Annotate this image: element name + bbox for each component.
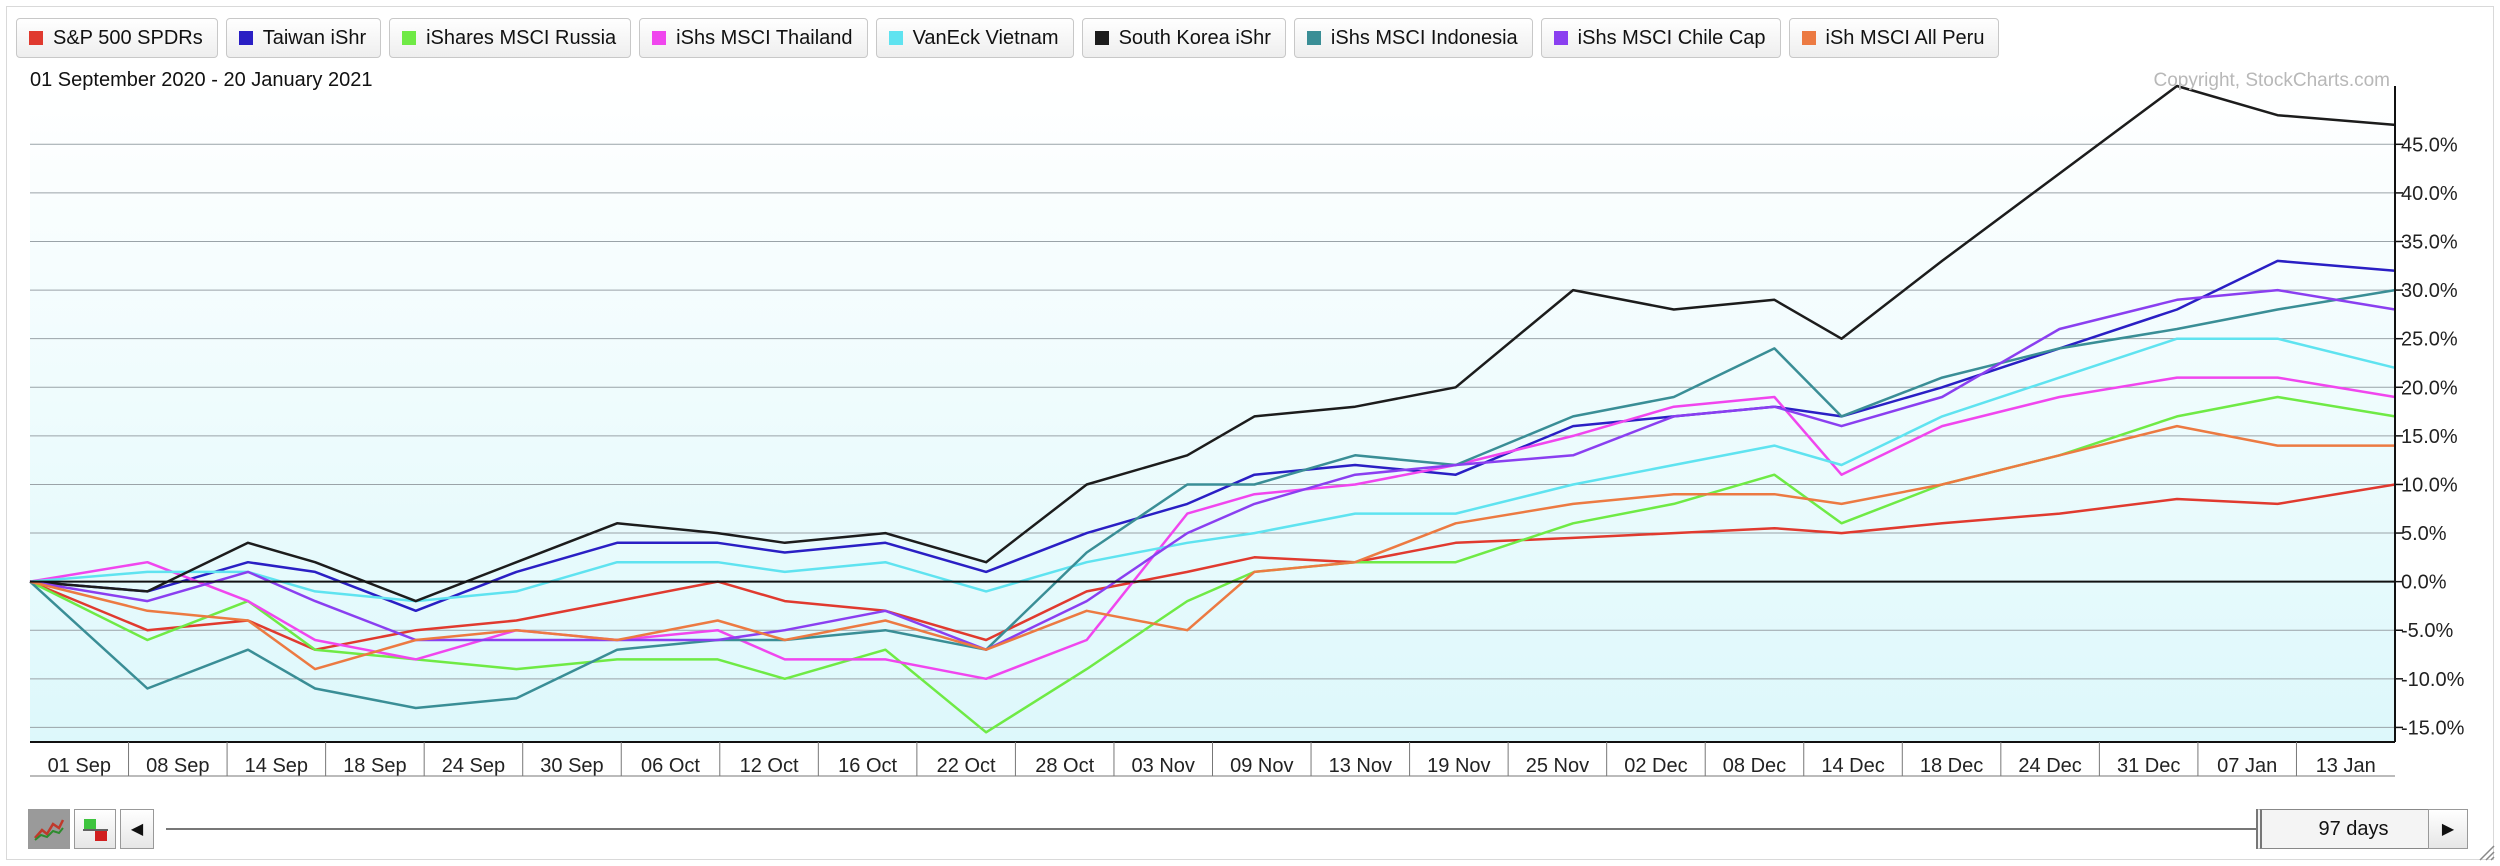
y-tick-label: -15.0% <box>2401 717 2465 739</box>
y-tick-label: 40.0% <box>2401 183 2458 205</box>
legend-label: iShs MSCI Indonesia <box>1330 26 1518 49</box>
series-line <box>29 376 2396 681</box>
x-tick-label: 18 Sep <box>343 755 406 777</box>
legend-item[interactable]: iSh MSCI All Peru <box>1788 18 2000 58</box>
legend-swatch <box>1801 31 1816 45</box>
x-tick-label: 08 Dec <box>1723 755 1786 777</box>
x-tick-label: 09 Nov <box>1230 755 1293 777</box>
x-tick-label: 24 Dec <box>2018 755 2081 777</box>
y-tick-label: 5.0% <box>2401 523 2447 545</box>
y-tick-label: 20.0% <box>2401 377 2458 399</box>
plot-area <box>30 86 2395 742</box>
date-range-slider-track[interactable] <box>166 828 2266 830</box>
y-tick-label: 15.0% <box>2401 426 2458 448</box>
x-tick-label: 06 Oct <box>641 755 700 777</box>
legend-swatch <box>238 31 253 45</box>
y-tick-label: 25.0% <box>2401 329 2458 351</box>
x-tick-label: 18 Dec <box>1920 755 1983 777</box>
legend-swatch <box>1553 31 1568 45</box>
line-chart-icon <box>34 819 65 841</box>
line-chart: -15.0% -10.0% -5.0% 0.0% 5.0% 10.0% 15.0% 20.0%… <box>29 69 2465 777</box>
performance-chart-toggle-button[interactable] <box>74 809 116 849</box>
legend-swatch <box>652 31 667 45</box>
range-days-label: 97 days <box>2318 817 2389 840</box>
y-tick-label: 35.0% <box>2401 231 2458 253</box>
copyright-label: Copyright, StockCharts.com <box>2153 70 2390 91</box>
legend-item[interactable]: Taiwan iShr <box>225 18 382 58</box>
triangle-left-icon: ◀ <box>130 821 144 838</box>
line-chart-toggle-button[interactable] <box>28 809 70 849</box>
x-tick-label: 22 Oct <box>937 755 996 777</box>
legend-label: iSh MSCI All Peru <box>1825 26 1985 49</box>
x-tick-label: 07 Jan <box>2217 755 2277 777</box>
legend: S&P 500 SPDRs Taiwan iShr iShares MSCI Rus… <box>16 18 2000 62</box>
legend-label: Taiwan iShr <box>262 26 367 49</box>
x-axis: 01 Sep 08 Sep 14 Sep 18 Sep 24 Sep 30 Sep 06 O… <box>30 742 2395 777</box>
series-line <box>29 288 2396 710</box>
date-range-label: 01 September 2020 - 20 January 2021 <box>30 69 372 91</box>
x-tick-label: 30 Sep <box>540 755 603 777</box>
legend-item[interactable]: South Korea iShr <box>1081 18 1286 58</box>
legend-item[interactable]: iShs MSCI Chile Cap <box>1540 18 1781 58</box>
x-tick-label: 31 Dec <box>2117 755 2180 777</box>
triangle-right-icon: ▶ <box>2441 821 2455 838</box>
y-tick-label: -5.0% <box>2401 620 2453 642</box>
y-tick-label: 45.0% <box>2401 134 2458 156</box>
x-tick-label: 19 Nov <box>1427 755 1490 777</box>
series-line <box>29 84 2396 603</box>
legend-item[interactable]: iShs MSCI Thailand <box>639 18 868 58</box>
legend-swatch <box>1306 31 1321 45</box>
scroll-left-button[interactable]: ◀ <box>120 809 154 849</box>
legend-label: South Korea iShr <box>1118 26 1271 49</box>
legend-item[interactable]: iShs MSCI Indonesia <box>1293 18 1533 58</box>
x-tick-label: 16 Oct <box>838 755 897 777</box>
resize-grip-icon[interactable] <box>2476 842 2496 862</box>
series-line <box>29 483 2396 651</box>
series-lines <box>29 84 2396 734</box>
x-tick-label: 02 Dec <box>1624 755 1687 777</box>
toolbar: ◀ 97 days ▶ <box>28 809 2472 849</box>
legend-item[interactable]: iShares MSCI Russia <box>389 18 632 58</box>
x-tick-label: 24 Sep <box>442 755 505 777</box>
x-tick-label: 14 Dec <box>1821 755 1884 777</box>
x-tick-label: 01 Sep <box>48 755 111 777</box>
x-tick-label: 14 Sep <box>245 755 308 777</box>
x-tick-label: 12 Oct <box>740 755 799 777</box>
legend-item[interactable]: S&P 500 SPDRs <box>16 18 218 58</box>
x-tick-label: 13 Nov <box>1329 755 1392 777</box>
legend-label: iShs MSCI Thailand <box>676 26 853 49</box>
series-line <box>29 424 2395 671</box>
x-tick-label: 25 Nov <box>1526 755 1589 777</box>
x-tick-label: 03 Nov <box>1132 755 1195 777</box>
legend-swatch <box>29 31 43 45</box>
y-tick-label: 10.0% <box>2401 474 2458 496</box>
legend-label: VanEck Vietnam <box>912 26 1059 49</box>
scroll-right-button[interactable]: ▶ <box>2428 809 2468 849</box>
y-tick-label: 30.0% <box>2401 280 2458 302</box>
legend-swatch <box>1094 31 1109 45</box>
legend-label: iShares MSCI Russia <box>426 26 617 49</box>
legend-item[interactable]: VanEck Vietnam <box>875 18 1074 58</box>
date-range-slider-handle[interactable]: 97 days <box>2256 809 2446 849</box>
y-axis: -15.0% -10.0% -5.0% 0.0% 5.0% 10.0% 15.0% 20.0%… <box>2395 134 2465 739</box>
y-tick-label: -10.0% <box>2401 669 2465 691</box>
x-tick-label: 08 Sep <box>146 755 209 777</box>
x-tick-label: 13 Jan <box>2316 755 2376 777</box>
legend-label: iShs MSCI Chile Cap <box>1577 26 1766 49</box>
series-line <box>29 259 2396 613</box>
legend-label: S&P 500 SPDRs <box>53 26 203 49</box>
x-tick-label: 28 Oct <box>1035 755 1094 777</box>
bar-chart-icon <box>83 819 108 841</box>
y-tick-label: 0.0% <box>2401 572 2447 594</box>
legend-swatch <box>888 31 903 45</box>
legend-swatch <box>402 31 417 45</box>
